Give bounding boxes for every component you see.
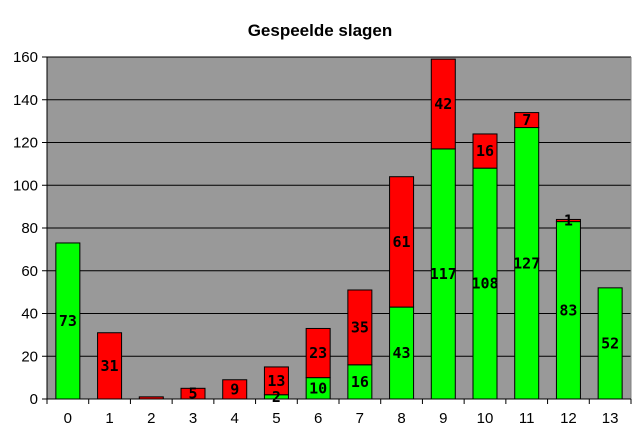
x-tick-label: 5 [272, 410, 280, 427]
bar-segment [597, 287, 623, 400]
bar-segment [97, 332, 123, 400]
data-label: 23 [309, 344, 327, 362]
x-tick-label: 6 [314, 410, 322, 427]
bar-segment [389, 176, 415, 308]
data-label: 127 [513, 254, 540, 272]
x-tick-label: 0 [64, 410, 72, 427]
x-tick-label: 7 [356, 410, 364, 427]
y-tick-labels: 0 20 40 60 80 100 120 140 160 [13, 49, 38, 408]
data-label: 117 [430, 265, 457, 283]
data-label: 35 [351, 318, 369, 336]
data-label: 73 [59, 312, 77, 330]
y-tick-label: 100 [13, 177, 38, 194]
x-tick-label: 13 [602, 410, 619, 427]
bar-segment [430, 148, 456, 400]
data-label: 10 [309, 379, 327, 397]
data-labels: 73 31 5 9 213 10 23 16 35 43 61 117 42 108 16 127 7 83 1 52 [59, 95, 619, 406]
data-label: 9 [230, 380, 239, 398]
bar-segment [430, 58, 456, 150]
y-tick-label: 80 [21, 220, 38, 237]
y-tick-label: 0 [30, 391, 38, 408]
y-tick-label: 120 [13, 135, 38, 152]
data-label: 2 [272, 388, 281, 406]
x-tick-label: 11 [519, 410, 535, 427]
bar-segment [263, 366, 289, 396]
x-tick-label: 8 [397, 410, 405, 427]
data-label: 61 [393, 233, 411, 251]
bar-segment [472, 133, 498, 169]
bar-segment [305, 327, 331, 379]
data-label: 1 [564, 212, 573, 230]
bar-segment [389, 306, 415, 400]
bar-segment [555, 218, 581, 223]
data-label: 16 [351, 373, 369, 391]
axes [42, 56, 632, 404]
data-label: 5 [188, 385, 197, 403]
y-tick-label: 20 [21, 348, 38, 365]
bar-segment [347, 289, 373, 366]
data-label: 31 [101, 357, 119, 375]
data-label: 42 [434, 95, 452, 113]
gridlines [47, 56, 632, 399]
x-tick-label: 9 [439, 410, 447, 427]
x-tick-label: 2 [147, 410, 155, 427]
data-label: 52 [601, 334, 619, 352]
y-tick-label: 160 [13, 49, 38, 66]
bar-segment [514, 112, 540, 129]
x-tick-label: 1 [105, 410, 113, 427]
bars [55, 58, 623, 400]
x-tick-label: 12 [560, 410, 577, 427]
chart-title: Gespeelde slagen [248, 21, 393, 40]
y-tick-label: 60 [21, 263, 38, 280]
data-label: 7 [522, 111, 531, 129]
data-label: 13 [267, 372, 285, 390]
data-label: 16 [476, 142, 494, 160]
data-label: 83 [559, 301, 577, 319]
x-tick-label: 3 [189, 410, 197, 427]
data-label: 108 [471, 275, 498, 293]
y-tick-label: 140 [13, 92, 38, 109]
x-tick-label: 4 [231, 410, 239, 427]
y-tick-label: 40 [21, 306, 38, 323]
x-tick-label: 10 [477, 410, 494, 427]
data-label: 43 [393, 344, 411, 362]
bar-segment [55, 242, 81, 400]
bar-segment [555, 221, 581, 400]
x-tick-labels: 0 1 2 3 4 5 6 7 8 9 10 11 12 13 [64, 410, 619, 427]
